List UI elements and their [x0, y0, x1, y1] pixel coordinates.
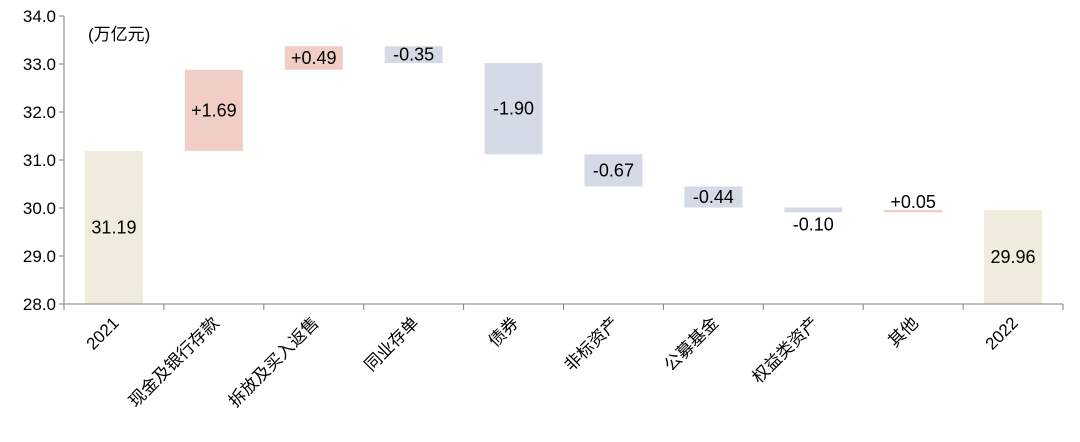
bar-债券 [484, 63, 543, 155]
y-tick-label: 30.0 [23, 199, 56, 218]
bar-非标资产 [584, 154, 643, 187]
data-label: -1.90 [493, 99, 534, 119]
data-label: -0.10 [793, 214, 834, 234]
bars-layer [84, 46, 1043, 304]
x-category-label: 现金及银行存款 [125, 313, 223, 411]
x-category-label: 拆放及买入返售 [225, 313, 323, 411]
data-label: 29.96 [991, 247, 1036, 267]
y-tick-label: 34.0 [23, 7, 56, 26]
data-label: +0.49 [291, 48, 337, 68]
data-label: -0.67 [593, 160, 634, 180]
data-label: +1.69 [191, 100, 237, 120]
bar-拆放及买入返售 [284, 46, 343, 70]
bar-2022 [984, 209, 1043, 304]
x-category-label: 非标资产 [561, 313, 623, 375]
data-label: +0.05 [890, 192, 936, 212]
y-tick-label: 32.0 [23, 103, 56, 122]
unit-label: (万亿元) [88, 25, 150, 44]
x-category-label: 公募基金 [661, 313, 723, 375]
x-category-label: 2021 [83, 313, 123, 353]
y-tick-label: 33.0 [23, 55, 56, 74]
x-category-label: 2022 [982, 313, 1022, 353]
x-category-label: 权益类资产 [749, 313, 823, 387]
bar-权益类资产 [784, 207, 843, 213]
bar-其他 [884, 209, 943, 213]
x-category-label: 同业存单 [361, 313, 423, 375]
data-label: -0.35 [393, 45, 434, 65]
x-category-label: 债券 [485, 313, 522, 350]
bar-现金及银行存款 [184, 69, 243, 151]
bar-2021 [84, 150, 143, 304]
bar-同业存单 [384, 46, 443, 64]
y-tick-label: 29.0 [23, 247, 56, 266]
x-category-label: 其他 [885, 313, 922, 350]
y-tick-label: 28.0 [23, 295, 56, 314]
data-label: 31.19 [91, 217, 136, 237]
bar-公募基金 [684, 186, 743, 208]
y-tick-label: 31.0 [23, 151, 56, 170]
data-label: -0.44 [693, 187, 734, 207]
labels-layer: 31.19 +1.69 +0.49 -0.35 -1.90 -0.67 -0.44 -0.10… [91, 45, 1035, 267]
